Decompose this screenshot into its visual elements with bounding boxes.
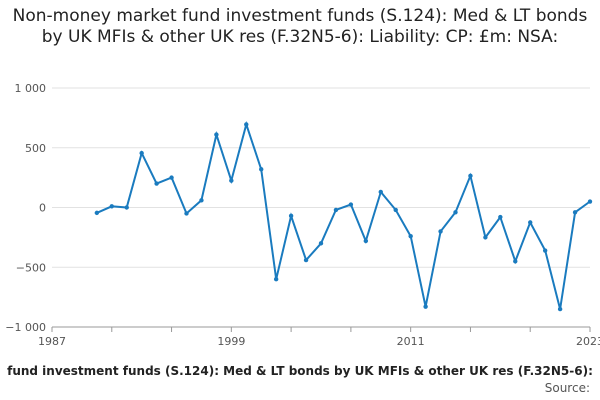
y-tick-label: 0	[39, 202, 46, 215]
data-point	[273, 277, 279, 282]
data-point	[244, 122, 249, 127]
data-point	[303, 257, 309, 263]
data-point	[423, 304, 428, 309]
footer-series-label: fund investment funds (S.124): Med & LT …	[7, 364, 593, 378]
data-point	[572, 210, 578, 215]
data-point	[348, 202, 354, 207]
y-tick-label: 1 000	[15, 82, 47, 95]
data-point	[468, 173, 473, 179]
series-points	[94, 122, 593, 312]
data-point	[124, 205, 129, 210]
data-point	[408, 233, 413, 239]
data-point	[184, 211, 189, 216]
footer-source-label: Source:	[544, 381, 590, 395]
data-point	[214, 132, 219, 137]
y-tick-label: 500	[25, 142, 46, 155]
data-point	[169, 175, 174, 180]
data-point	[542, 248, 548, 253]
data-point	[199, 198, 204, 203]
data-point	[528, 220, 533, 225]
data-point	[318, 241, 324, 246]
x-tick-label: 1999	[217, 335, 245, 348]
data-point	[393, 207, 398, 213]
y-tick-label: −1 000	[5, 321, 46, 334]
x-tick-label: 2023	[576, 335, 600, 348]
data-point	[498, 214, 503, 220]
chart-title: Non-money market fund investment funds (…	[12, 6, 588, 47]
data-point	[154, 181, 159, 186]
data-point	[259, 167, 264, 172]
series-line	[96, 120, 591, 310]
data-point	[378, 189, 383, 195]
data-point	[333, 207, 339, 213]
axes	[51, 326, 591, 332]
data-point	[483, 235, 488, 240]
data-point	[453, 210, 458, 215]
data-point	[438, 229, 443, 234]
data-point	[557, 306, 563, 312]
x-tick-label: 2011	[397, 335, 425, 348]
data-point	[587, 199, 593, 204]
y-tick-labels: −1 000 −500 0 500 1 000	[5, 82, 46, 334]
x-tick-label: 1987	[38, 335, 66, 348]
data-point	[229, 178, 234, 183]
data-point	[363, 238, 369, 244]
data-point	[139, 150, 144, 156]
x-tick-labels: 1987 1999 2011 2023	[38, 335, 600, 348]
y-tick-label: −500	[16, 261, 46, 274]
data-point	[288, 213, 294, 219]
data-point	[513, 259, 518, 264]
data-point	[109, 204, 114, 209]
grid	[52, 87, 590, 268]
data-point	[94, 210, 100, 216]
